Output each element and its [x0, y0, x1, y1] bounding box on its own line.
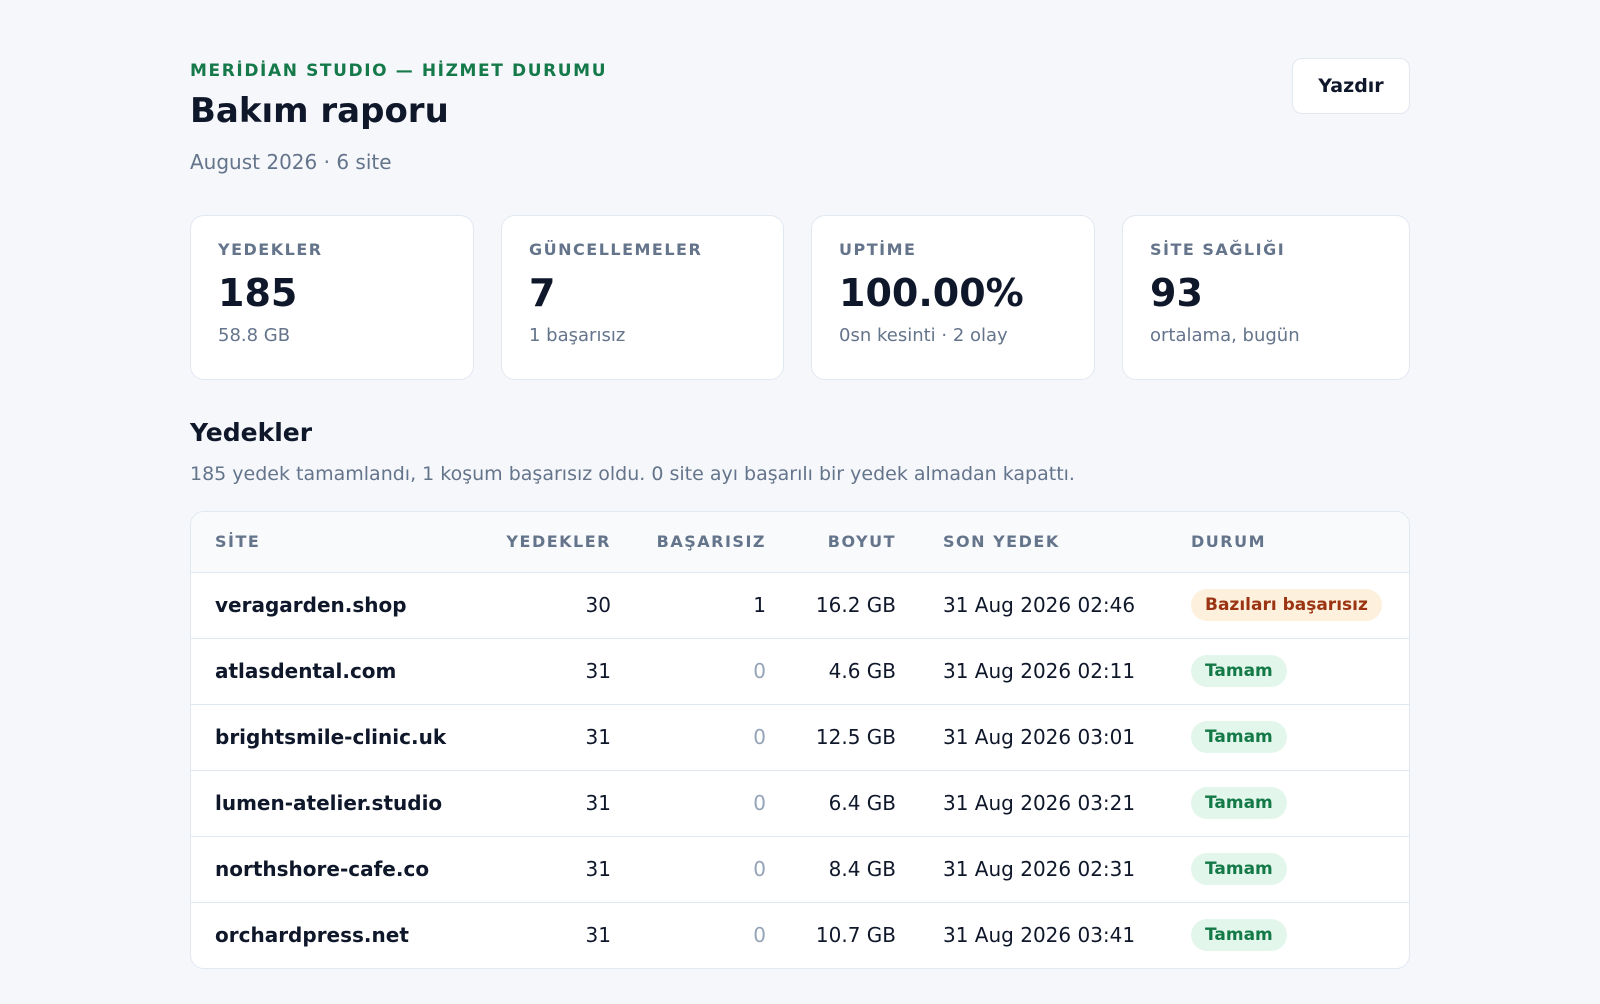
stat-value: 185	[218, 271, 298, 315]
cell-failed: 0	[611, 835, 766, 902]
stat-label: SİTE SAĞLIĞI	[1150, 240, 1286, 259]
cell-last-backup: 31 Aug 2026 03:21	[896, 769, 1191, 836]
cell-last-backup: 31 Aug 2026 03:41	[896, 901, 1191, 968]
cell-size: 12.5 GB	[766, 703, 896, 770]
cell-backups: 31	[491, 703, 611, 770]
cell-size: 4.6 GB	[766, 637, 896, 704]
column-header-status: DURUM	[1191, 512, 1409, 573]
stat-value: 100.00%	[839, 271, 1024, 315]
cell-failed: 0	[611, 703, 766, 770]
status-badge: Tamam	[1191, 919, 1287, 952]
report-header: MERİDİAN STUDIO — HİZMET DURUMU Bakım ra…	[190, 0, 1410, 205]
table-row: orchardpress.net 31 0 10.7 GB 31 Aug 202…	[191, 901, 1409, 968]
table-row: lumen-atelier.studio 31 0 6.4 GB 31 Aug …	[191, 769, 1409, 836]
table-row: brightsmile-clinic.uk 31 0 12.5 GB 31 Au…	[191, 703, 1409, 770]
stat-card-updates: GÜNCELLEMELER 7 1 başarısız	[501, 215, 784, 380]
cell-backups: 31	[491, 901, 611, 968]
cell-backups: 31	[491, 835, 611, 902]
cell-size: 16.2 GB	[815, 593, 896, 617]
table-body: veragarden.shop 30 1 16.2 GB 31 Aug 2026…	[191, 572, 1409, 968]
cell-status: Tamam	[1191, 637, 1409, 704]
table-row: atlasdental.com 31 0 4.6 GB 31 Aug 2026 …	[191, 637, 1409, 704]
stat-subtext: 1 başarısız	[529, 325, 626, 346]
table-row: veragarden.shop 30 1 16.2 GB 31 Aug 2026…	[191, 572, 1409, 638]
cell-site: orchardpress.net	[191, 901, 491, 968]
cell-failed: 0	[611, 769, 766, 836]
table-header: SİTE YEDEKLER BAŞARISIZ BOYUT SON YEDEK …	[191, 512, 1409, 573]
cell-site: brightsmile-clinic.uk	[191, 703, 491, 770]
cell-site: northshore-cafe.co	[191, 835, 491, 902]
column-header-failed: BAŞARISIZ	[611, 512, 766, 573]
cell-status: Tamam	[1191, 835, 1409, 902]
stat-subtext: 58.8 GB	[218, 325, 291, 346]
cell-status: Tamam	[1191, 703, 1409, 770]
status-badge: Tamam	[1191, 787, 1287, 819]
report-eyebrow: MERİDİAN STUDIO — HİZMET DURUMU	[190, 61, 608, 81]
stat-value: 93	[1150, 271, 1203, 315]
cell-size: 10.7 GB	[766, 901, 896, 968]
cell-last-backup: 31 Aug 2026 02:31	[896, 835, 1191, 902]
backups-table: SİTE YEDEKLER BAŞARISIZ BOYUT SON YEDEK …	[191, 512, 1409, 968]
column-header-size: BOYUT	[766, 512, 896, 573]
cell-size: 8.4 GB	[766, 835, 896, 902]
cell-failed: 0	[611, 637, 766, 704]
status-badge: Tamam	[1191, 721, 1287, 753]
stat-label: UPTİME	[839, 240, 917, 259]
stat-card-uptime: UPTİME 100.00% 0sn kesinti · 2 olay	[811, 215, 1095, 380]
cell-failed: 1	[753, 593, 766, 617]
cell-status: Tamam	[1191, 769, 1409, 836]
column-header-last-backup: SON YEDEK	[896, 512, 1191, 573]
cell-site: atlasdental.com	[191, 637, 491, 704]
stat-subtext: 0sn kesinti · 2 olay	[839, 325, 1008, 346]
page-subtitle: August 2026 · 6 site	[190, 150, 392, 174]
cell-status: Bazıları başarısız	[1191, 572, 1409, 638]
status-badge: Bazıları başarısız	[1191, 589, 1382, 621]
stat-value: 7	[529, 271, 556, 315]
backups-section-title: Yedekler	[190, 418, 313, 447]
cell-last-backup: 31 Aug 2026 03:01	[896, 703, 1191, 770]
cell-site: lumen-atelier.studio	[191, 769, 491, 836]
stat-subtext: ortalama, bugün	[1150, 325, 1300, 346]
stat-card-backups: YEDEKLER 185 58.8 GB	[190, 215, 474, 380]
table-header-row: SİTE YEDEKLER BAŞARISIZ BOYUT SON YEDEK …	[191, 512, 1409, 573]
cell-size: 6.4 GB	[766, 769, 896, 836]
cell-backups: 31	[491, 769, 611, 836]
table-row: northshore-cafe.co 31 0 8.4 GB 31 Aug 20…	[191, 835, 1409, 902]
cell-last-backup: 31 Aug 2026 02:11	[896, 637, 1191, 704]
column-header-backups: YEDEKLER	[491, 512, 611, 573]
stat-label: YEDEKLER	[218, 240, 323, 259]
report-page: MERİDİAN STUDIO — HİZMET DURUMU Bakım ra…	[190, 0, 1410, 969]
stats-row: YEDEKLER 185 58.8 GB GÜNCELLEMELER 7 1 b…	[190, 215, 1410, 380]
cell-last-backup: 31 Aug 2026 02:46	[943, 593, 1136, 617]
status-badge: Tamam	[1191, 853, 1287, 885]
stat-card-site-health: SİTE SAĞLIĞI 93 ortalama, bugün	[1122, 215, 1410, 380]
page-title: Bakım raporu	[190, 91, 449, 131]
cell-backups: 30	[585, 593, 611, 617]
cell-status: Tamam	[1191, 901, 1409, 968]
stat-label: GÜNCELLEMELER	[529, 240, 703, 259]
backups-table-container: SİTE YEDEKLER BAŞARISIZ BOYUT SON YEDEK …	[190, 511, 1410, 969]
cell-site: veragarden.shop	[215, 593, 407, 617]
cell-failed: 0	[611, 901, 766, 968]
backups-section-description: 185 yedek tamamlandı, 1 koşum başarısız …	[190, 463, 1075, 485]
status-badge: Tamam	[1191, 655, 1287, 687]
column-header-site: SİTE	[191, 512, 491, 573]
print-button[interactable]: Yazdır	[1292, 58, 1410, 114]
cell-backups: 31	[491, 637, 611, 704]
